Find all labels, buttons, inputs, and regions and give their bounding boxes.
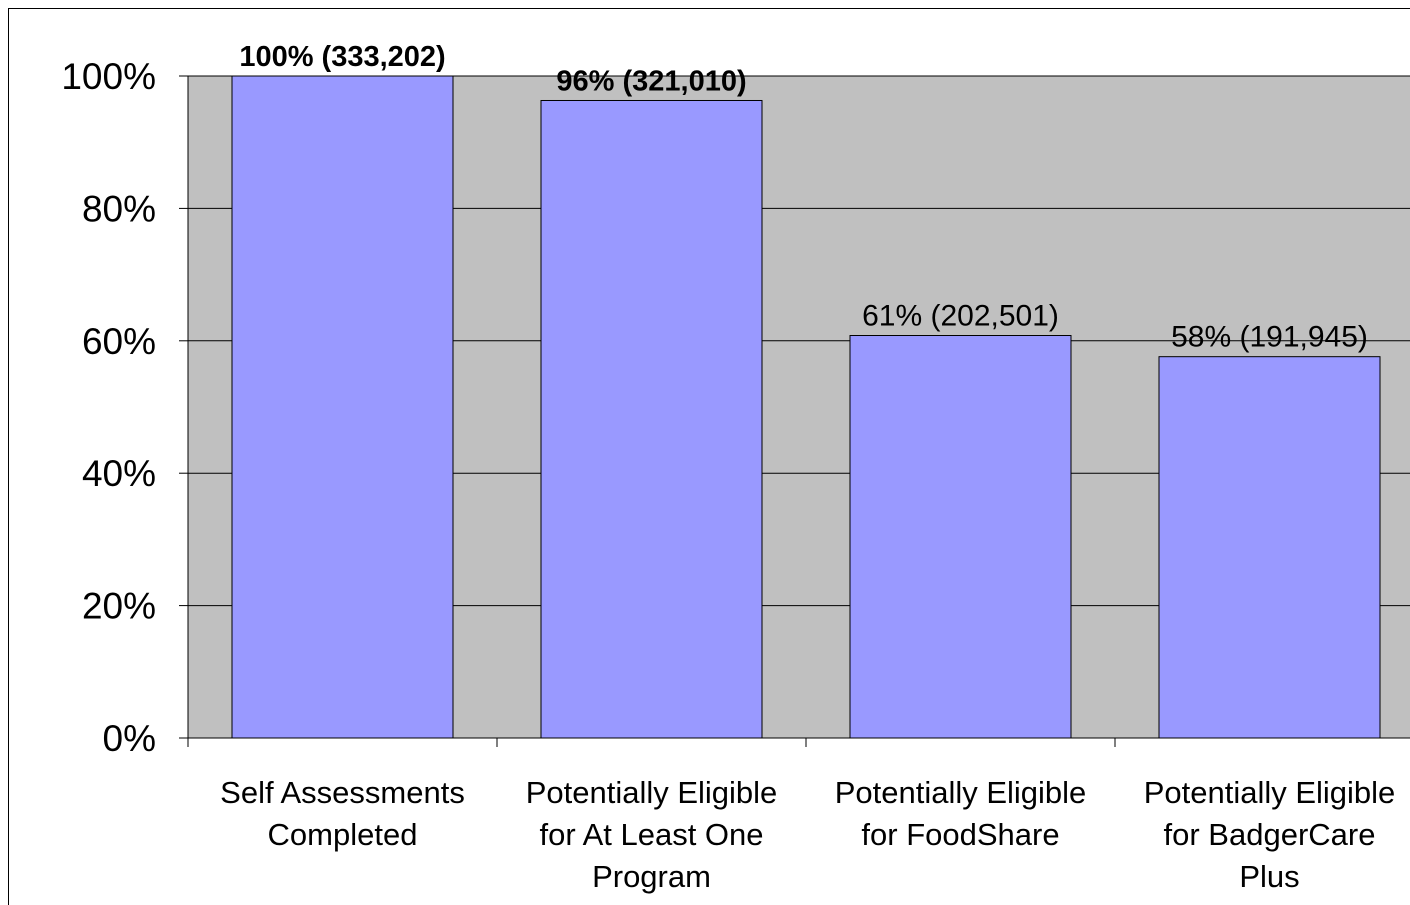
category-label-3: Potentially Eligible: [835, 775, 1087, 810]
category-label-4: Plus: [1239, 859, 1299, 894]
category-label-1: Completed: [268, 817, 418, 852]
ytick-label: 100%: [61, 56, 156, 97]
data-label-3: 61% (202,501): [862, 300, 1059, 333]
category-label-2: Program: [592, 859, 711, 894]
category-label-1: Self Assessments: [220, 775, 465, 810]
ytick-label: 40%: [82, 453, 156, 494]
category-label-3: for FoodShare: [861, 817, 1059, 852]
bar-4: [1158, 356, 1381, 739]
category-label-4: for BadgerCare: [1164, 817, 1376, 852]
ytick-label: 80%: [82, 188, 156, 229]
ytick-label: 60%: [82, 321, 156, 362]
bar-3: [849, 335, 1072, 739]
data-label-4: 58% (191,945): [1171, 321, 1368, 354]
category-label-2: Potentially Eligible: [526, 775, 778, 810]
ytick-label: 20%: [82, 586, 156, 627]
bar-1: [231, 75, 454, 739]
bar-2: [540, 99, 763, 739]
category-label-4: Potentially Eligible: [1144, 775, 1396, 810]
data-label-1: 100% (333,202): [239, 41, 445, 73]
chart-frame: [8, 8, 1410, 905]
data-label-2: 96% (321,010): [556, 65, 746, 97]
ytick-label: 0%: [103, 718, 156, 759]
category-label-2: for At Least One: [539, 817, 763, 852]
